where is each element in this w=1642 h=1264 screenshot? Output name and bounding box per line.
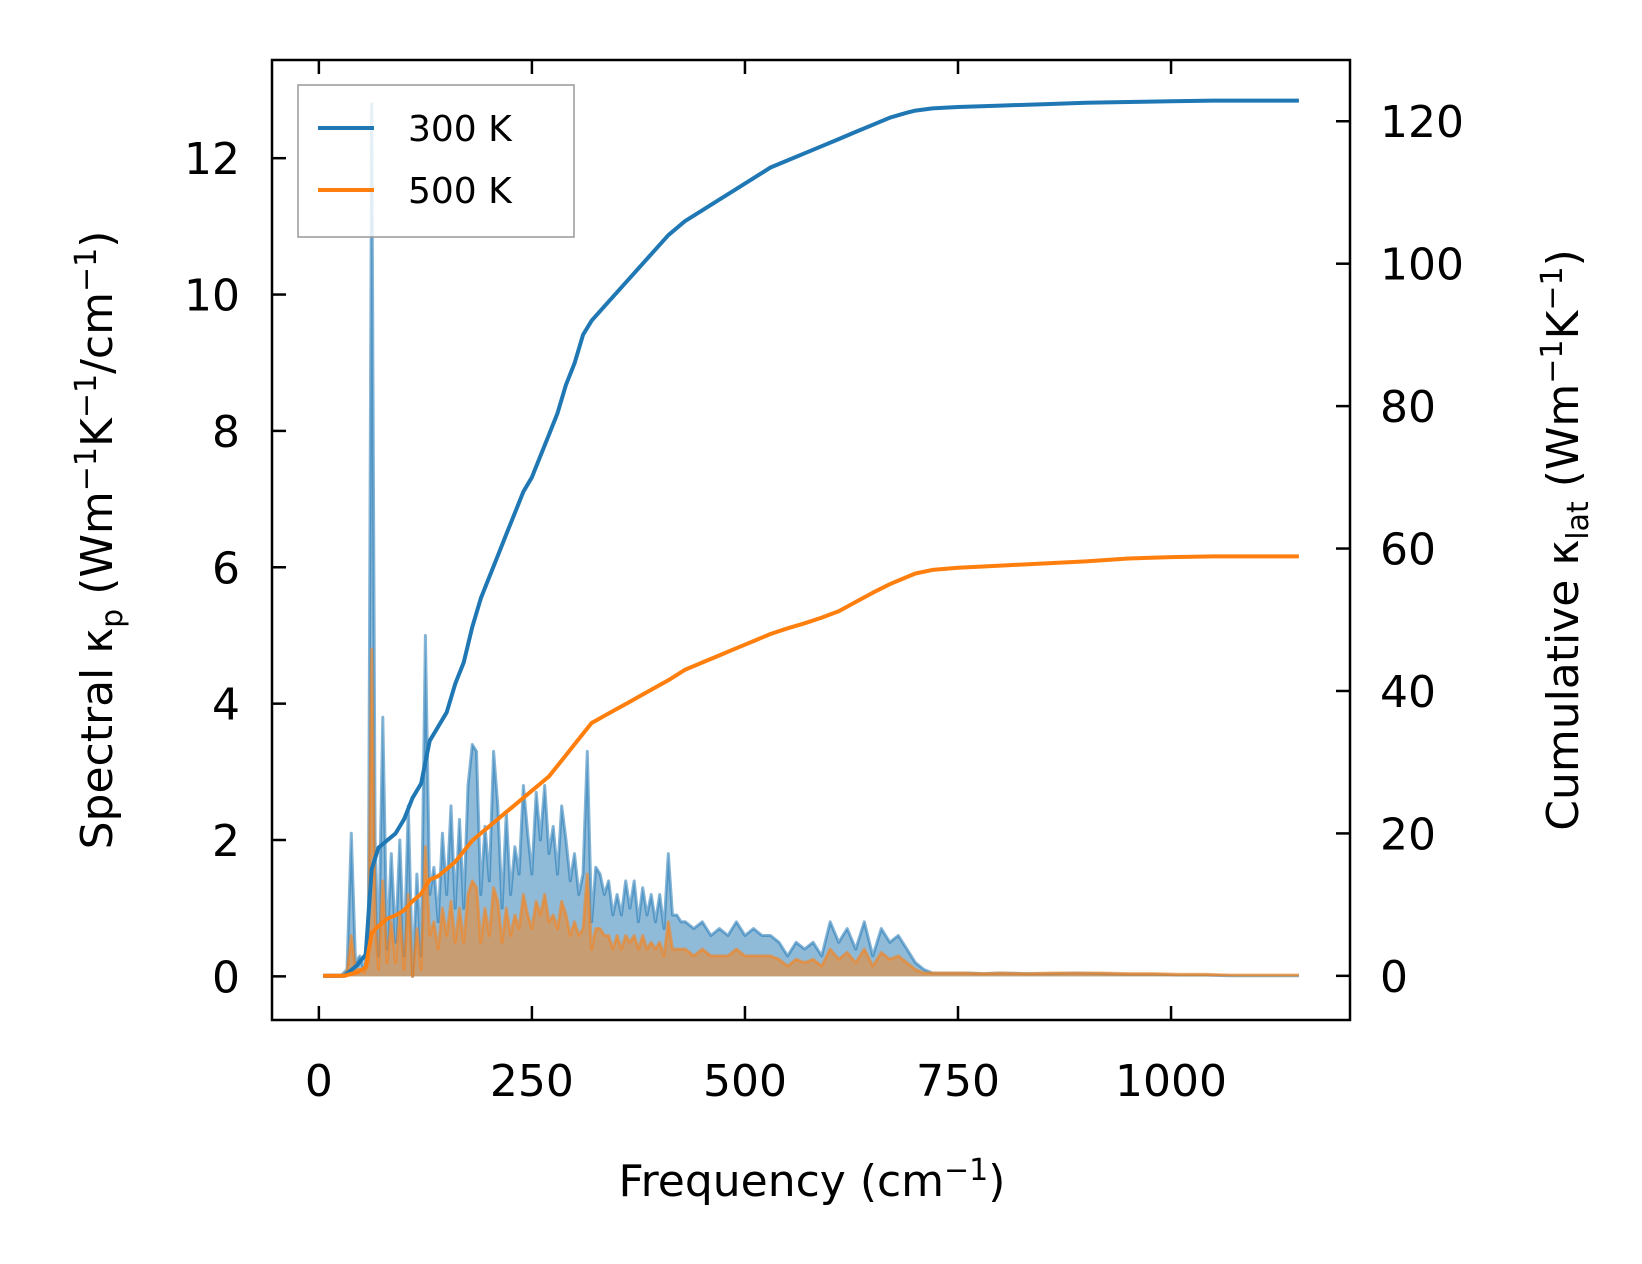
y-left-tick-label: 8 <box>212 407 240 458</box>
y-left-tick-label: 4 <box>212 680 240 731</box>
x-axis-ticks: 0 250 500 750 1000 <box>305 60 1227 1107</box>
y-left-axis-title: Spectral κp (Wm−1K−1/cm−1) <box>69 231 130 850</box>
x-tick-label: 1000 <box>1115 1056 1227 1107</box>
x-tick-label: 750 <box>916 1056 1000 1107</box>
cumulative-layer <box>323 98 1299 978</box>
cumulative-line-500k <box>323 554 1299 978</box>
y-right-tick-label: 100 <box>1380 240 1464 291</box>
legend-box <box>297 84 575 238</box>
legend-label-300k: 300 K <box>408 109 513 150</box>
y-left-tick-label: 10 <box>184 271 240 322</box>
y-left-tick-label: 6 <box>212 543 240 594</box>
x-tick-label: 0 <box>305 1056 333 1107</box>
y-right-tick-label: 80 <box>1380 382 1436 433</box>
legend: 300 K 500 K <box>297 84 575 238</box>
x-tick-label: 250 <box>490 1056 574 1107</box>
plot-frame <box>270 58 1352 1022</box>
y-left-tick-label: 2 <box>212 816 240 867</box>
x-tick-label: 500 <box>703 1056 787 1107</box>
spectral-layer <box>323 102 1299 978</box>
y-right-tick-label: 120 <box>1380 97 1464 148</box>
y-right-tick-label: 60 <box>1380 525 1436 576</box>
y-left-tick-label: 12 <box>184 134 240 185</box>
spectral-line-300k <box>323 102 1299 978</box>
y-left-tick-label: 0 <box>212 952 240 1003</box>
cumulative-line-300k <box>323 98 1299 978</box>
y-right-tick-label: 20 <box>1380 809 1436 860</box>
y-right-tick-label: 40 <box>1380 667 1436 718</box>
y-right-axis-title: Cumulative κlat (Wm−1K−1) <box>1535 249 1596 831</box>
y-right-tick-label: 0 <box>1380 952 1408 1003</box>
x-axis-title: Frequency (cm−1) <box>619 1153 1006 1207</box>
legend-label-500k: 500 K <box>408 171 513 212</box>
y-left-axis-ticks: 0 2 4 6 8 10 12 <box>184 134 286 1003</box>
spectral-line-500k <box>323 647 1299 978</box>
y-right-axis-ticks: 0 20 40 60 80 100 120 <box>1336 97 1464 1003</box>
